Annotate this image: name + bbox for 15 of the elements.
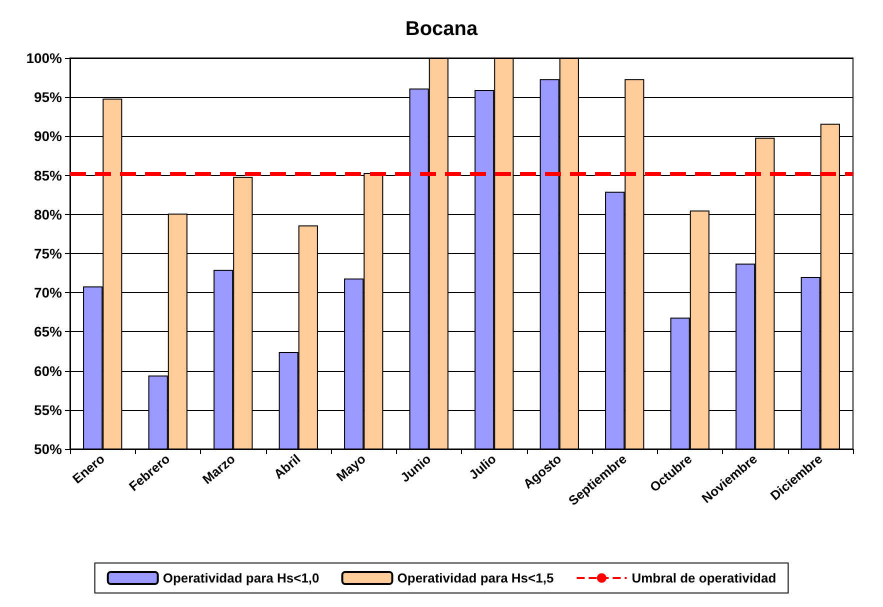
chart-title: Bocana: [405, 18, 478, 40]
legend-label: Umbral de operatividad: [632, 570, 776, 586]
y-tick-label: 75%: [34, 246, 63, 262]
legend-label: Operatividad para Hs<1,0: [162, 570, 320, 586]
y-tick-label: 95%: [34, 89, 63, 106]
y-tick-label: 100%: [26, 50, 63, 66]
y-tick-label: 70%: [34, 284, 63, 301]
y-tick-label: 60%: [34, 362, 63, 379]
y-tick-label: 80%: [34, 206, 63, 222]
y-tick-label: 50%: [34, 441, 63, 457]
y-tick-label: 90%: [34, 128, 63, 144]
y-tick-label: 85%: [34, 167, 63, 184]
y-tick-label: 55%: [34, 402, 63, 418]
y-tick-label: 65%: [34, 324, 63, 340]
legend-label: Operatividad para Hs<1,5: [397, 570, 554, 586]
